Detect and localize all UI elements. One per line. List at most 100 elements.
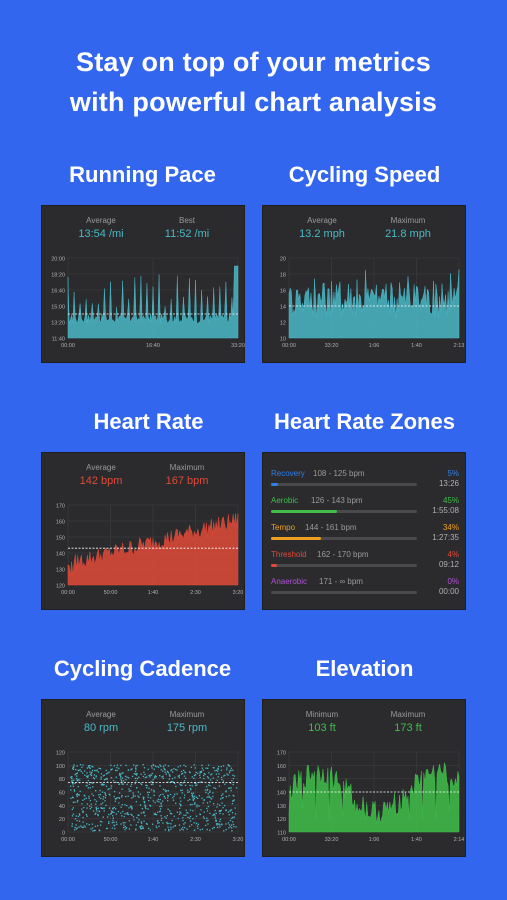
data-point bbox=[128, 807, 130, 809]
data-point bbox=[207, 767, 209, 769]
data-point bbox=[120, 779, 123, 782]
data-point bbox=[215, 812, 217, 815]
data-point bbox=[191, 824, 193, 826]
data-point bbox=[171, 819, 173, 822]
data-point bbox=[94, 799, 96, 801]
cycling-cadence-chart[interactable]: 120 100 80 60 40 20 000:00 50:00 1:40 2:30 3:20 bbox=[42, 744, 246, 856]
data-point bbox=[158, 801, 160, 803]
data-point bbox=[231, 802, 234, 805]
data-point bbox=[114, 808, 117, 810]
data-point bbox=[154, 765, 157, 767]
data-point bbox=[167, 808, 169, 810]
data-point bbox=[110, 768, 112, 771]
data-point bbox=[87, 779, 89, 782]
zone-row-threshold[interactable]: Threshold 162 - 170 bpm 4% 09:12 bbox=[271, 550, 459, 580]
data-point bbox=[164, 769, 166, 771]
data-point bbox=[86, 807, 88, 809]
data-point bbox=[179, 797, 181, 799]
heart-rate-card[interactable]: Average 142 bpm Maximum 167 bpm 170 160 15… bbox=[41, 452, 245, 610]
data-point bbox=[115, 776, 117, 778]
data-point bbox=[165, 773, 167, 775]
data-point bbox=[205, 785, 208, 788]
running-pace-card[interactable]: Average 13:54 /mi Best 11:52 /mi 20:00 18… bbox=[41, 205, 245, 363]
data-point bbox=[111, 810, 113, 812]
cycling-cadence-title: Cycling Cadence bbox=[53, 656, 232, 681]
data-point bbox=[232, 794, 234, 797]
data-point bbox=[203, 777, 205, 780]
data-point bbox=[78, 813, 81, 815]
zone-row-tempo[interactable]: Tempo 144 - 161 bpm 34% 1:27:35 bbox=[271, 523, 459, 553]
data-point bbox=[180, 800, 182, 802]
data-point bbox=[75, 824, 77, 826]
cycling-cadence-card[interactable]: Average 80 rpm Maximum 175 rpm 120 100 80 6… bbox=[41, 699, 245, 857]
data-point bbox=[124, 825, 126, 828]
data-point bbox=[107, 816, 109, 818]
data-point bbox=[103, 774, 106, 776]
data-point bbox=[145, 822, 148, 825]
zone-percent: 4% bbox=[447, 550, 459, 559]
data-point bbox=[168, 774, 171, 776]
data-point bbox=[210, 798, 213, 800]
data-point bbox=[183, 764, 185, 766]
heart-rate-zones-card[interactable]: Recovery 108 - 125 bpm 5% 13:26 Aerobic … bbox=[262, 452, 466, 610]
data-point bbox=[71, 815, 74, 817]
data-point bbox=[152, 783, 154, 785]
data-point bbox=[155, 825, 157, 827]
data-point bbox=[133, 819, 135, 821]
data-point bbox=[112, 817, 114, 819]
data-point bbox=[230, 769, 232, 772]
data-point bbox=[137, 791, 140, 793]
data-point bbox=[219, 810, 222, 813]
data-point bbox=[217, 803, 219, 805]
data-point bbox=[120, 823, 122, 825]
data-point bbox=[203, 817, 205, 820]
data-point bbox=[72, 766, 74, 768]
y-tick-label: 110 bbox=[277, 831, 286, 837]
data-point bbox=[194, 784, 197, 787]
data-point bbox=[230, 809, 233, 811]
data-point bbox=[104, 792, 106, 794]
data-point bbox=[136, 772, 138, 775]
data-point bbox=[219, 810, 221, 812]
x-tick-label: 2:30 bbox=[190, 837, 201, 843]
data-point bbox=[90, 803, 92, 805]
zone-row-aerobic[interactable]: Aerobic 126 - 143 bpm 45% 1:55:08 bbox=[271, 496, 459, 526]
data-point bbox=[196, 784, 198, 786]
zone-bar-track bbox=[271, 537, 417, 540]
data-point bbox=[232, 769, 234, 771]
data-point bbox=[105, 785, 108, 787]
data-point bbox=[215, 819, 217, 821]
data-point bbox=[140, 773, 142, 775]
zone-time: 13:26 bbox=[438, 479, 459, 488]
data-point bbox=[76, 793, 78, 795]
data-point bbox=[107, 788, 109, 791]
data-point bbox=[137, 795, 139, 797]
data-point bbox=[204, 789, 207, 791]
data-point bbox=[102, 775, 104, 777]
cycling-speed-card[interactable]: Average 13.2 mph Maximum 21.8 mph 20 18 16… bbox=[262, 205, 466, 363]
data-point bbox=[162, 765, 165, 767]
data-point bbox=[210, 774, 212, 776]
data-point bbox=[83, 798, 86, 800]
data-point bbox=[94, 829, 96, 832]
elevation-card[interactable]: Minimum 103 ft Maximum 173 ft 170 160 150 1… bbox=[262, 699, 466, 857]
data-point bbox=[90, 806, 93, 808]
data-point bbox=[149, 804, 151, 807]
zone-row-recovery[interactable]: Recovery 108 - 125 bpm 5% 13:26 bbox=[271, 469, 459, 499]
zone-row-anaerobic[interactable]: Anaerobic 171 - ∞ bpm 0% 00:00 bbox=[271, 577, 459, 607]
data-point bbox=[181, 784, 183, 786]
data-point bbox=[182, 817, 184, 819]
data-point bbox=[86, 815, 88, 817]
data-point bbox=[181, 792, 183, 794]
data-point bbox=[135, 765, 137, 767]
x-tick-label: 2:13 bbox=[454, 343, 465, 349]
data-point bbox=[177, 775, 179, 777]
y-tick-label: 170 bbox=[56, 504, 65, 510]
data-point bbox=[202, 802, 204, 804]
data-point bbox=[144, 804, 146, 806]
data-point bbox=[100, 803, 102, 805]
